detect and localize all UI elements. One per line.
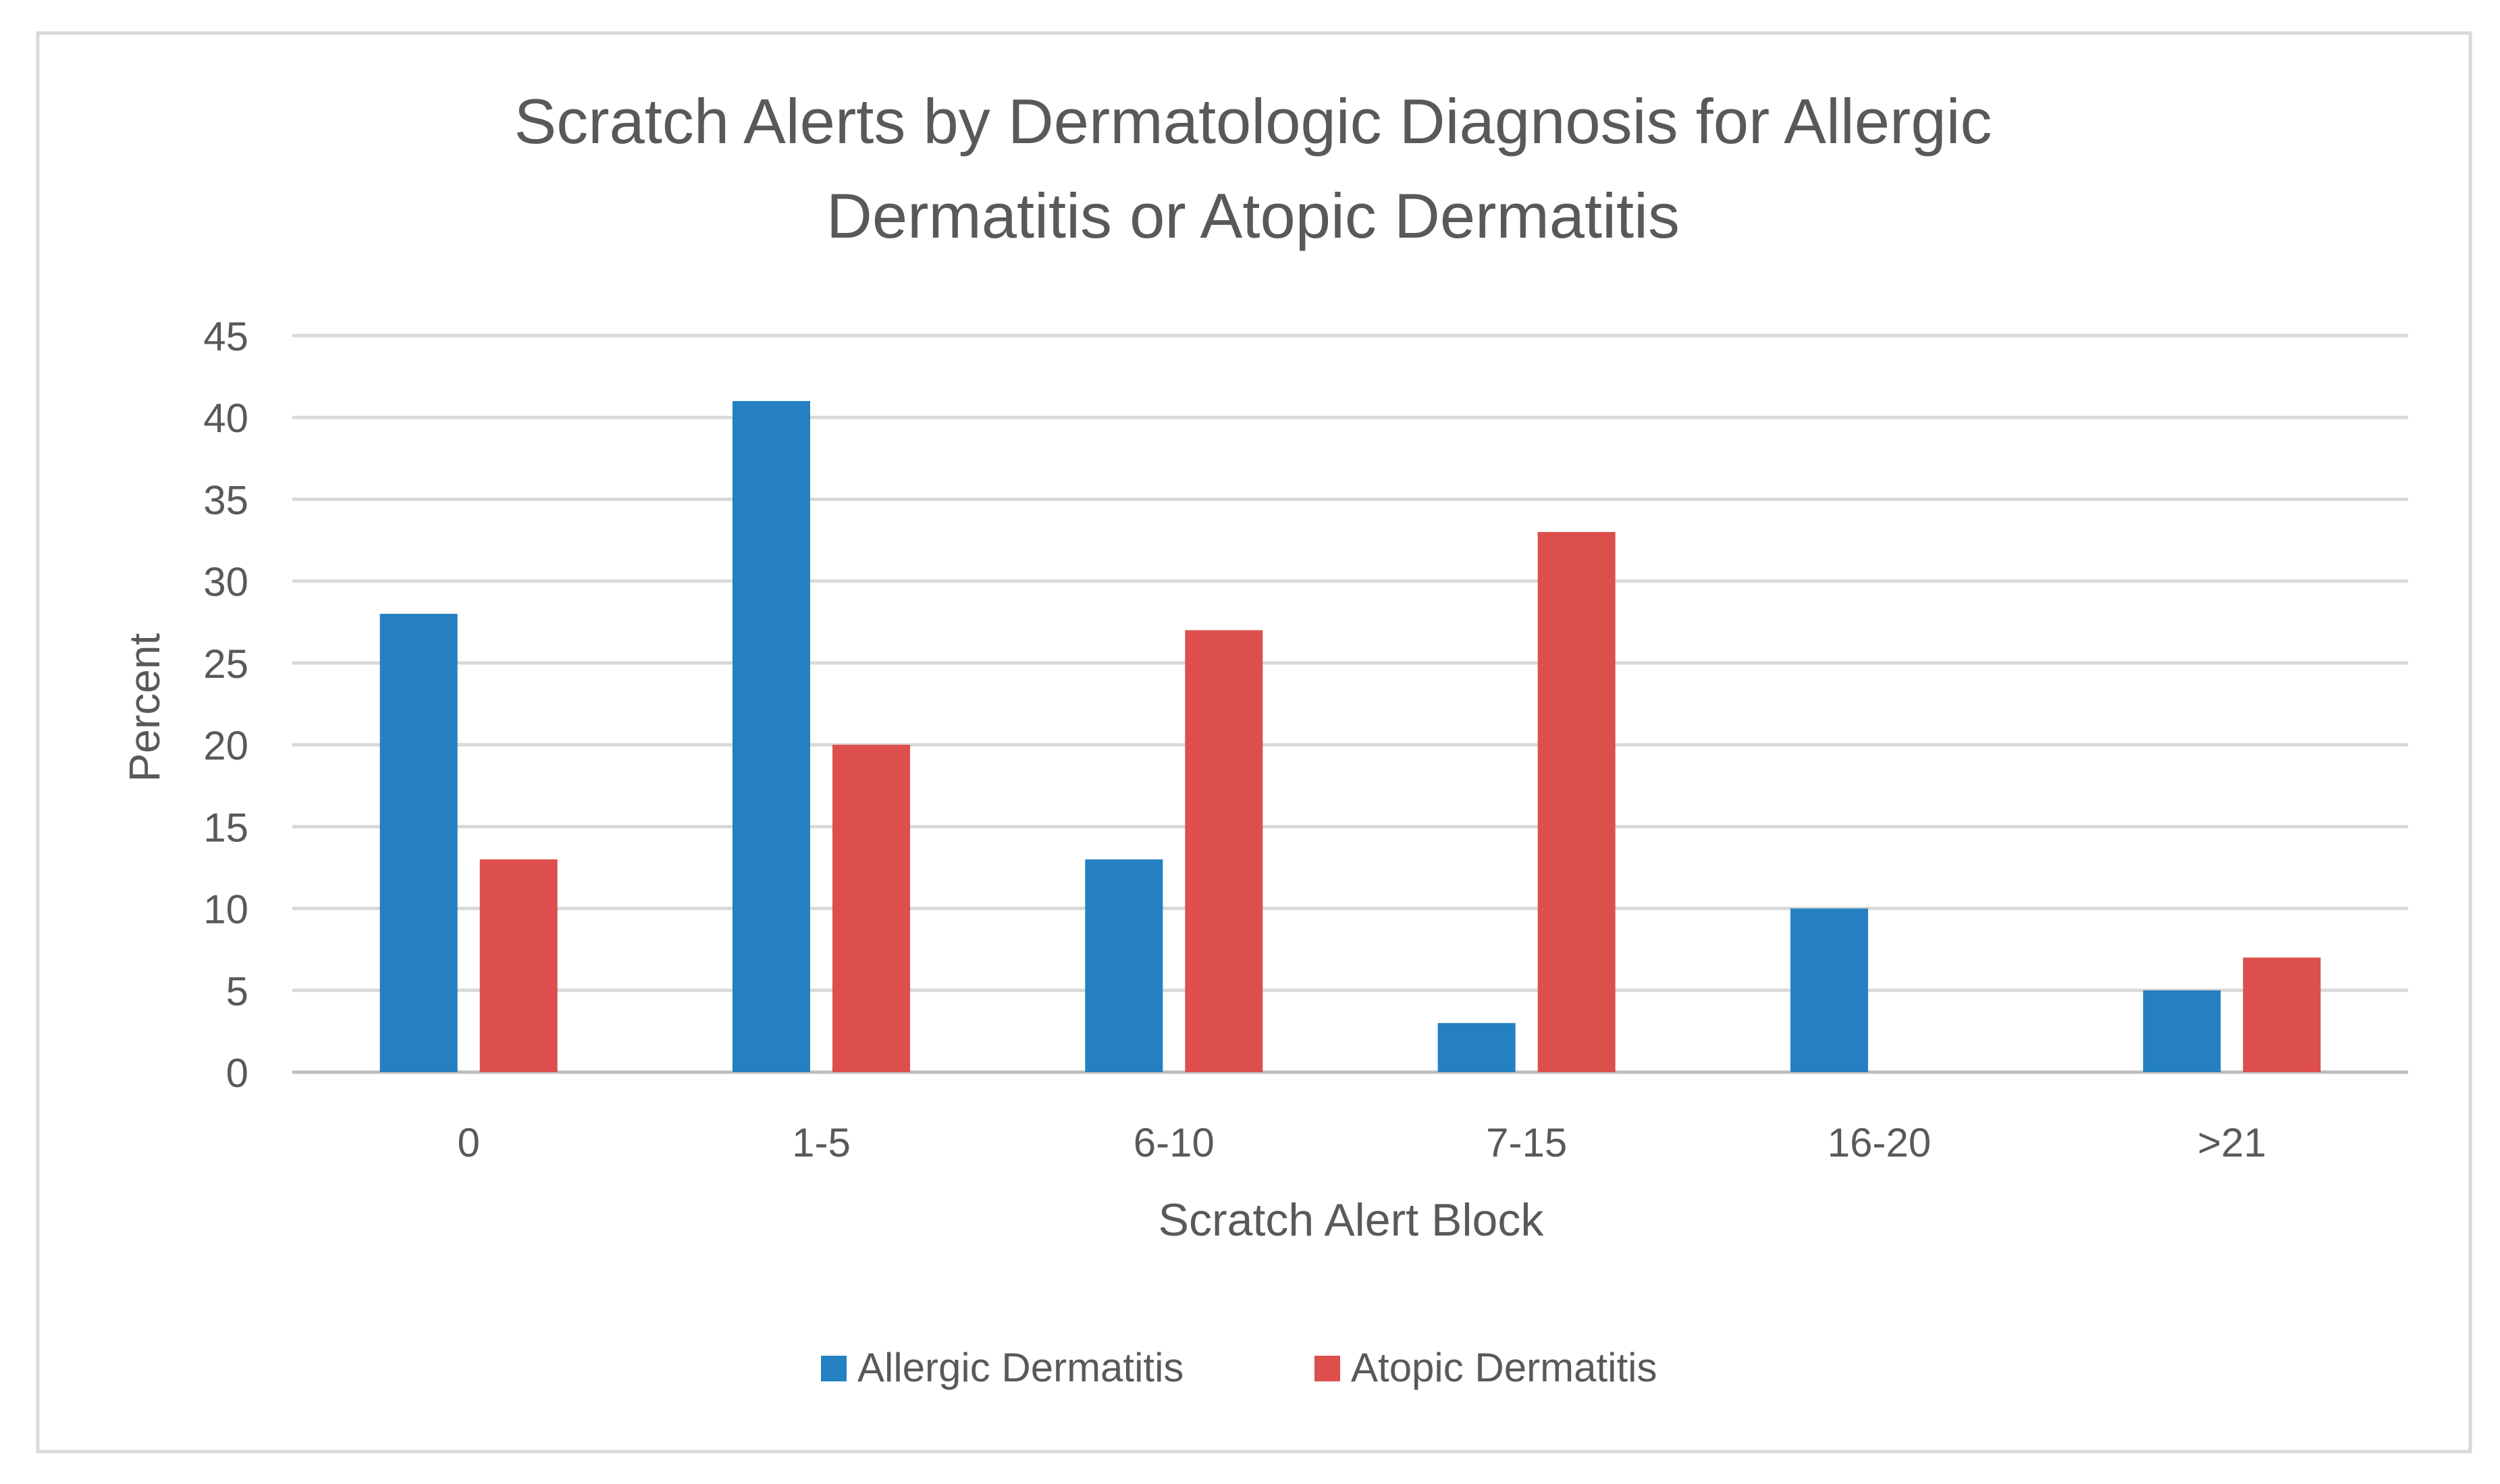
bar-allergic-dermatitis-4: [1790, 908, 1868, 1072]
y-tick-label: 35: [203, 477, 248, 523]
legend: Allergic Dermatitis Atopic Dermatitis: [821, 1345, 1657, 1390]
y-axis-label: Percent: [120, 633, 169, 783]
chart-title-line-1: Scratch Alerts by Dermatologic Diagnosis…: [514, 86, 1992, 157]
x-axis-label: Scratch Alert Block: [1159, 1194, 1545, 1246]
bar-allergic-dermatitis-1: [733, 400, 810, 1072]
bars: [379, 400, 2321, 1072]
y-tick-label: 20: [203, 723, 248, 768]
bar-atopic-dermatitis-2: [1185, 630, 1263, 1072]
x-tick-label: >21: [2198, 1120, 2266, 1165]
y-tick-label: 25: [203, 641, 248, 687]
bar-allergic-dermatitis-0: [379, 614, 458, 1072]
y-tick-label: 5: [226, 969, 248, 1014]
chart-title-line-2: Dermatitis or Atopic Dermatitis: [826, 180, 1680, 251]
x-tick-label: 16-20: [1828, 1120, 1931, 1165]
y-tick-label: 10: [203, 887, 248, 932]
legend-label: Atopic Dermatitis: [1351, 1345, 1657, 1390]
x-tick-label: 0: [457, 1120, 479, 1165]
bar-allergic-dermatitis-5: [2143, 990, 2221, 1072]
y-tick-label: 40: [203, 396, 248, 441]
x-tick-label: 1-5: [792, 1120, 851, 1165]
bar-atopic-dermatitis-1: [832, 745, 910, 1072]
legend-label: Allergic Dermatitis: [857, 1345, 1183, 1390]
bar-atopic-dermatitis-3: [1537, 531, 1616, 1072]
bar-allergic-dermatitis-2: [1085, 859, 1163, 1072]
x-tick-label: 7-15: [1486, 1120, 1567, 1165]
y-axis-ticks: 0 5 10 15 20 25 30 35 40 45: [203, 314, 248, 1096]
y-tick-label: 0: [226, 1051, 248, 1096]
x-axis-ticks: 0 1-5 6-10 7-15 16-20 >21: [457, 1120, 2266, 1165]
bar-allergic-dermatitis-3: [1437, 1023, 1516, 1072]
gridlines: [292, 334, 2408, 1074]
y-tick-label: 30: [203, 560, 248, 605]
y-tick-label: 45: [203, 314, 248, 359]
bar-atopic-dermatitis-5: [2243, 957, 2321, 1072]
y-tick-label: 15: [203, 805, 248, 850]
bar-atopic-dermatitis-0: [479, 859, 558, 1072]
x-tick-label: 6-10: [1134, 1120, 1215, 1165]
legend-swatch-atopic-dermatitis: [1314, 1356, 1340, 1381]
legend-swatch-allergic-dermatitis: [821, 1356, 847, 1381]
